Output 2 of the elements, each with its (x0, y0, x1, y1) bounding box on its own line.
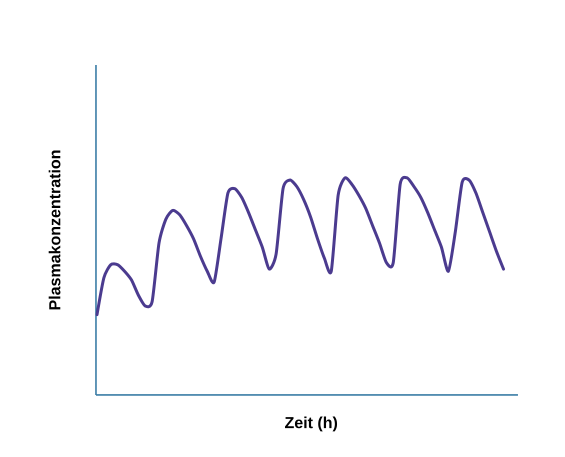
y-axis-title: Plasmakonzentration (48, 150, 60, 310)
x-axis-title: Zeit (h) (285, 416, 338, 432)
